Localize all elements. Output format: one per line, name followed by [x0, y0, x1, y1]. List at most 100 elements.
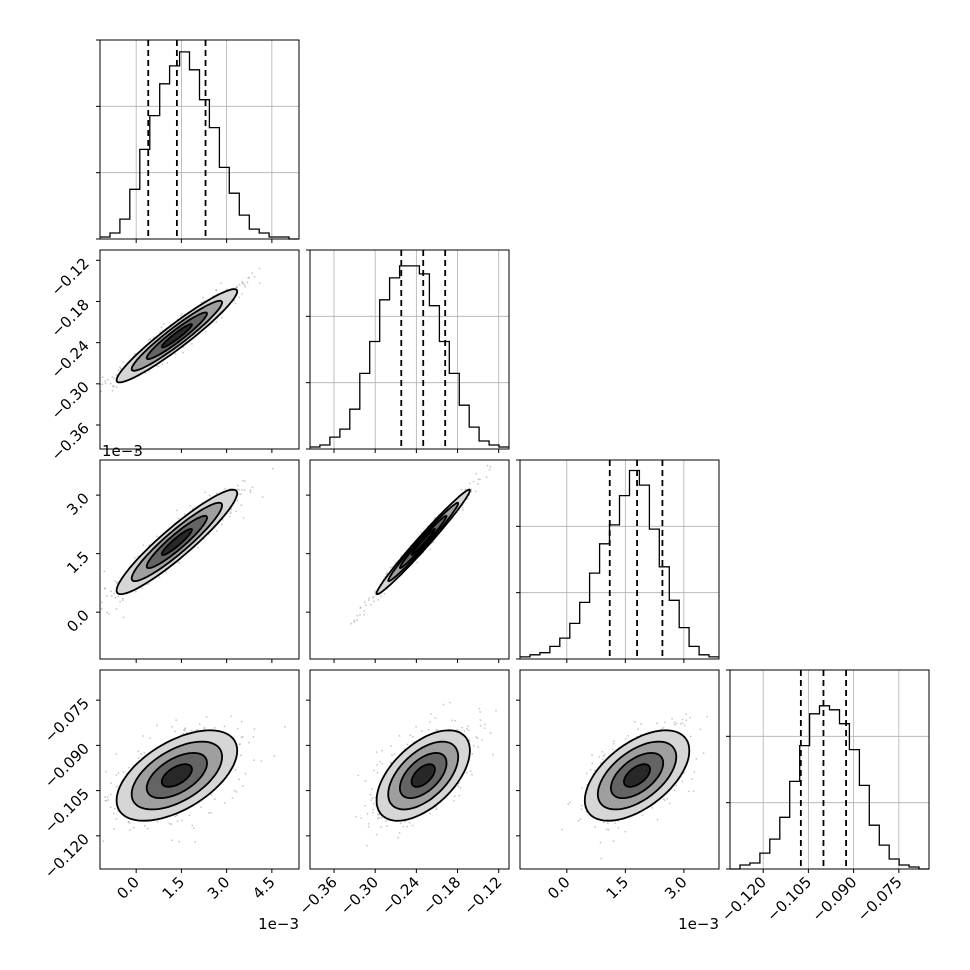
density-body [355, 701, 497, 847]
sample-point [401, 554, 403, 556]
sample-point [234, 769, 237, 771]
sample-point [127, 821, 130, 823]
sample-point [147, 583, 150, 585]
sample-point [485, 476, 488, 478]
sample-point [251, 486, 254, 489]
sample-point [689, 735, 692, 738]
y-tick-label: 1.5 [63, 548, 93, 578]
x-tick-label: −0.12 [460, 873, 505, 918]
contour-line [387, 740, 460, 811]
density-body [102, 715, 286, 843]
sample-point [242, 516, 245, 519]
sample-point [471, 773, 473, 776]
x-offset-label: 1e−3 [678, 915, 719, 933]
sample-point [238, 296, 241, 299]
axes-frame [519, 459, 720, 660]
sample-point [240, 736, 243, 738]
sample-point [213, 726, 216, 729]
sample-point [175, 509, 178, 512]
sample-point [188, 814, 191, 817]
density-body [561, 713, 708, 860]
sample-point [156, 820, 159, 823]
sample-point [449, 701, 451, 704]
sample-point [258, 267, 261, 270]
histogram-step [520, 469, 719, 658]
sample-point [240, 504, 243, 507]
sample-point [673, 721, 676, 724]
sample-point [371, 788, 373, 790]
sample-point [479, 478, 481, 481]
sample-point [204, 491, 207, 494]
sample-point [174, 353, 177, 355]
sample-point [364, 805, 366, 807]
sample-point [229, 511, 232, 513]
sample-point [486, 464, 489, 467]
contour-line [145, 311, 208, 360]
sample-point [115, 753, 118, 755]
sample-point [681, 780, 684, 783]
sample-point [237, 484, 240, 487]
sample-point [442, 703, 445, 706]
contour-line [387, 501, 460, 583]
sample-point [198, 723, 201, 725]
sample-point [373, 600, 375, 603]
sample-point [363, 609, 365, 612]
sample-point [579, 818, 582, 821]
sample-point [115, 785, 118, 788]
sample-point [223, 725, 226, 728]
sample-point [364, 780, 367, 782]
sample-point [243, 284, 246, 286]
sample-point [128, 829, 131, 831]
sample-point [143, 752, 146, 754]
x-tick-label: 3.0 [661, 873, 691, 903]
sample-point [158, 576, 161, 579]
sample-point [364, 601, 366, 603]
axes-frame [309, 249, 510, 450]
sample-point [454, 719, 456, 722]
sample-point [208, 494, 211, 497]
sample-point [398, 735, 401, 737]
sample-point [479, 724, 482, 727]
sample-point [601, 758, 604, 761]
density-fill [161, 528, 192, 555]
density-body [350, 464, 492, 625]
sample-point [624, 738, 627, 740]
sample-point [464, 488, 467, 491]
density-body [100, 467, 274, 619]
sample-point [474, 490, 477, 493]
sample-point [239, 493, 242, 496]
contour-line [115, 488, 239, 596]
sample-point [674, 723, 676, 726]
sample-point [475, 736, 478, 738]
sample-point [113, 807, 116, 810]
sample-point [389, 761, 392, 764]
sample-point [122, 361, 125, 364]
sample-point [453, 795, 456, 798]
sample-point [381, 749, 383, 752]
sample-point [371, 811, 374, 814]
sample-point [116, 581, 119, 584]
sample-point [468, 739, 471, 742]
y-tick-label: −0.12 [48, 254, 93, 299]
sample-point [236, 285, 239, 288]
contour-line [410, 528, 436, 556]
sample-point [476, 737, 479, 740]
sample-point [235, 791, 238, 793]
sample-point [406, 743, 409, 746]
sample-point [106, 611, 108, 614]
sample-point [100, 390, 103, 393]
contour-line [115, 729, 239, 822]
sample-point [238, 743, 241, 746]
sample-point [699, 728, 702, 731]
sample-point [100, 607, 103, 610]
sample-point [181, 312, 184, 315]
sample-point [457, 785, 460, 788]
sample-point [651, 807, 654, 809]
sample-point [561, 828, 563, 831]
sample-point [122, 616, 125, 619]
sample-point [109, 382, 112, 385]
sample-point [176, 820, 179, 822]
sample-point [380, 816, 383, 819]
sample-point [248, 741, 250, 744]
sample-point [249, 489, 252, 492]
